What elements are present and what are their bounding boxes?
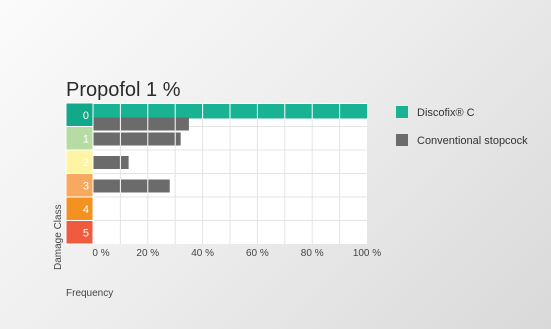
x-tick-label: 40 % xyxy=(191,248,214,259)
bar-conventional-stopcock-class-0 xyxy=(93,117,189,131)
x-tick-label: 20 % xyxy=(136,248,159,259)
damage-class-label-4: 4 xyxy=(83,204,89,216)
bar-conventional-stopcock-class-1 xyxy=(93,132,181,146)
bar-conventional-stopcock-class-2 xyxy=(93,156,129,169)
damage-class-label-1: 1 xyxy=(83,133,89,145)
damage-class-label-2: 2 xyxy=(83,157,89,169)
x-tick-label: 60 % xyxy=(246,248,269,259)
x-tick-label: 100 % xyxy=(353,248,381,259)
damage-class-label-0: 0 xyxy=(83,110,89,122)
x-tick-labels: 0 % 20 % 40 % 60 % 80 % 100 % xyxy=(92,248,381,259)
legend-label-0: Discofix® C xyxy=(417,107,475,119)
legend-swatch-0 xyxy=(396,106,408,118)
damage-class-label-5: 5 xyxy=(83,227,89,239)
bars xyxy=(93,104,367,193)
x-axis-label: Frequency xyxy=(66,288,113,299)
damage-class-cell-5 xyxy=(65,220,94,245)
legend: Discofix® C Conventional stopcock xyxy=(396,106,528,147)
damage-class-label-3: 3 xyxy=(83,180,89,192)
y-axis-label: Damage Class xyxy=(53,204,64,270)
x-tick-label: 80 % xyxy=(301,248,324,259)
x-tick-label: 0 % xyxy=(92,248,109,259)
damage-class-column: 0 1 2 3 4 5 xyxy=(65,102,94,245)
legend-swatch-1 xyxy=(396,134,408,146)
chart-title: Propofol 1 % xyxy=(66,79,181,101)
legend-label-1: Conventional stopcock xyxy=(417,135,528,147)
bar-conventional-stopcock-class-3 xyxy=(93,179,170,193)
